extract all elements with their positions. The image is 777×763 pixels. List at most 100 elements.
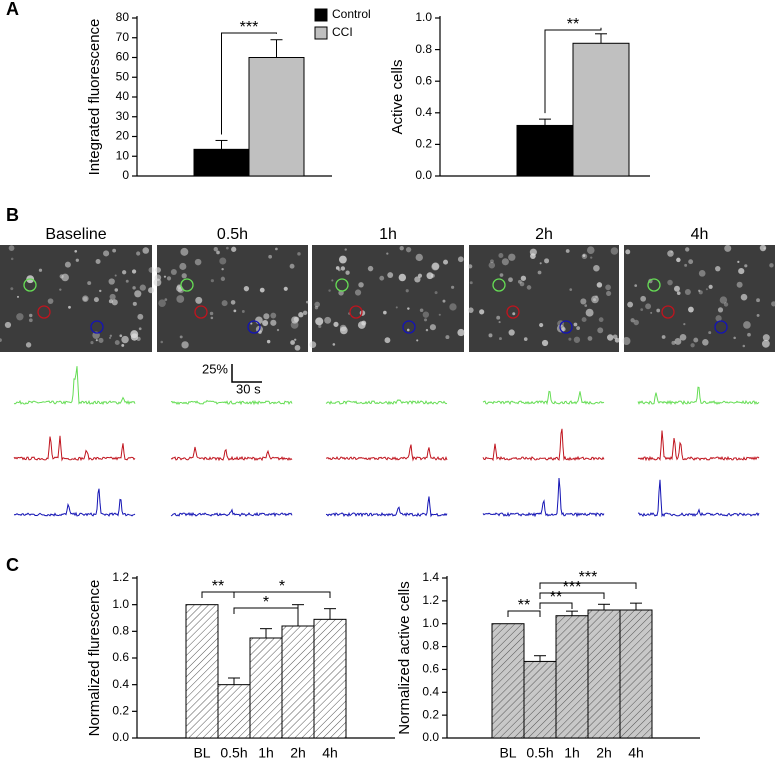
cell (28, 318, 33, 323)
cell (338, 255, 347, 264)
cell (122, 270, 127, 275)
cell (541, 339, 549, 347)
cell (210, 316, 214, 320)
bar (313, 618, 347, 739)
cell (395, 306, 398, 309)
cell (160, 340, 163, 344)
cell (294, 338, 297, 341)
cell (580, 298, 587, 305)
cell (715, 315, 722, 322)
cell (645, 303, 652, 310)
calcium-trace (482, 390, 605, 406)
cell (10, 287, 14, 291)
x-tick-label: 1h (258, 745, 274, 761)
x-tick-label: 1h (564, 745, 580, 761)
calcium-trace (170, 508, 293, 518)
cell (250, 322, 253, 325)
cell (298, 312, 304, 318)
cell (512, 312, 516, 316)
cell (335, 266, 340, 270)
panel-label: C (6, 555, 19, 575)
cell (661, 335, 666, 339)
cell (139, 284, 146, 291)
calcium-trace (482, 477, 605, 518)
cell (747, 332, 751, 337)
cell (213, 247, 218, 252)
cell (344, 248, 347, 251)
cell (508, 253, 516, 261)
cell (479, 309, 485, 315)
bar (619, 609, 653, 739)
cell (498, 253, 504, 258)
cell (419, 308, 424, 313)
calcium-trace (13, 488, 136, 517)
calcium-image (0, 245, 152, 352)
cell (519, 281, 525, 287)
cell (684, 263, 688, 267)
timepoint-label: Baseline (45, 226, 106, 243)
legend-swatch (314, 26, 328, 40)
roi-circle (23, 278, 37, 292)
cell (656, 308, 661, 313)
cell (771, 301, 777, 307)
bar (587, 609, 621, 739)
y-tick-label: 0.8 (422, 639, 439, 653)
cell (47, 298, 54, 305)
cell (386, 252, 389, 255)
roi-circle (247, 320, 261, 334)
cell (740, 293, 748, 301)
significance-label: ** (550, 589, 562, 606)
cell (698, 270, 706, 277)
cell (756, 298, 760, 303)
y-tick-label: 0.0 (415, 168, 432, 182)
cell (148, 287, 155, 294)
cell (38, 268, 43, 272)
roi-circle (180, 278, 194, 292)
cell (499, 337, 502, 341)
cell (508, 329, 515, 336)
x-tick-label: 2h (596, 745, 612, 761)
x-tick-label: 4h (628, 745, 644, 761)
y-tick-label: 0.8 (415, 42, 432, 56)
cell (425, 328, 429, 332)
bar (555, 615, 589, 739)
y-axis-label: Normalized flurescence (86, 580, 103, 737)
cell (705, 288, 708, 291)
cell (406, 328, 410, 332)
cell (82, 295, 89, 302)
cell (523, 337, 528, 341)
cell (103, 250, 110, 257)
cell (179, 262, 187, 270)
cell (434, 291, 438, 295)
cell (445, 335, 450, 340)
calcium-trace (170, 399, 293, 406)
cell (210, 279, 214, 283)
cell (379, 275, 385, 281)
cell (568, 337, 572, 341)
cell (429, 324, 436, 331)
cell (671, 340, 676, 345)
calcium-trace (326, 444, 448, 462)
cell (405, 289, 409, 293)
calcium-image (312, 245, 464, 352)
y-tick-label: 0.6 (415, 73, 432, 87)
cell (674, 338, 682, 345)
cell (565, 249, 570, 253)
cell (723, 302, 729, 307)
cell (733, 336, 736, 340)
cell (688, 259, 694, 265)
cell (468, 264, 473, 269)
cell (633, 319, 639, 326)
cell (684, 288, 691, 295)
bar (516, 124, 574, 177)
cell (25, 342, 32, 348)
significance-label: *** (240, 19, 259, 36)
y-tick-label: 1.0 (422, 616, 439, 630)
cell (324, 316, 332, 324)
timepoint-label: 1h (379, 226, 397, 243)
cell (586, 246, 595, 254)
cell (90, 340, 94, 345)
cell (259, 287, 265, 293)
cell (742, 344, 746, 348)
